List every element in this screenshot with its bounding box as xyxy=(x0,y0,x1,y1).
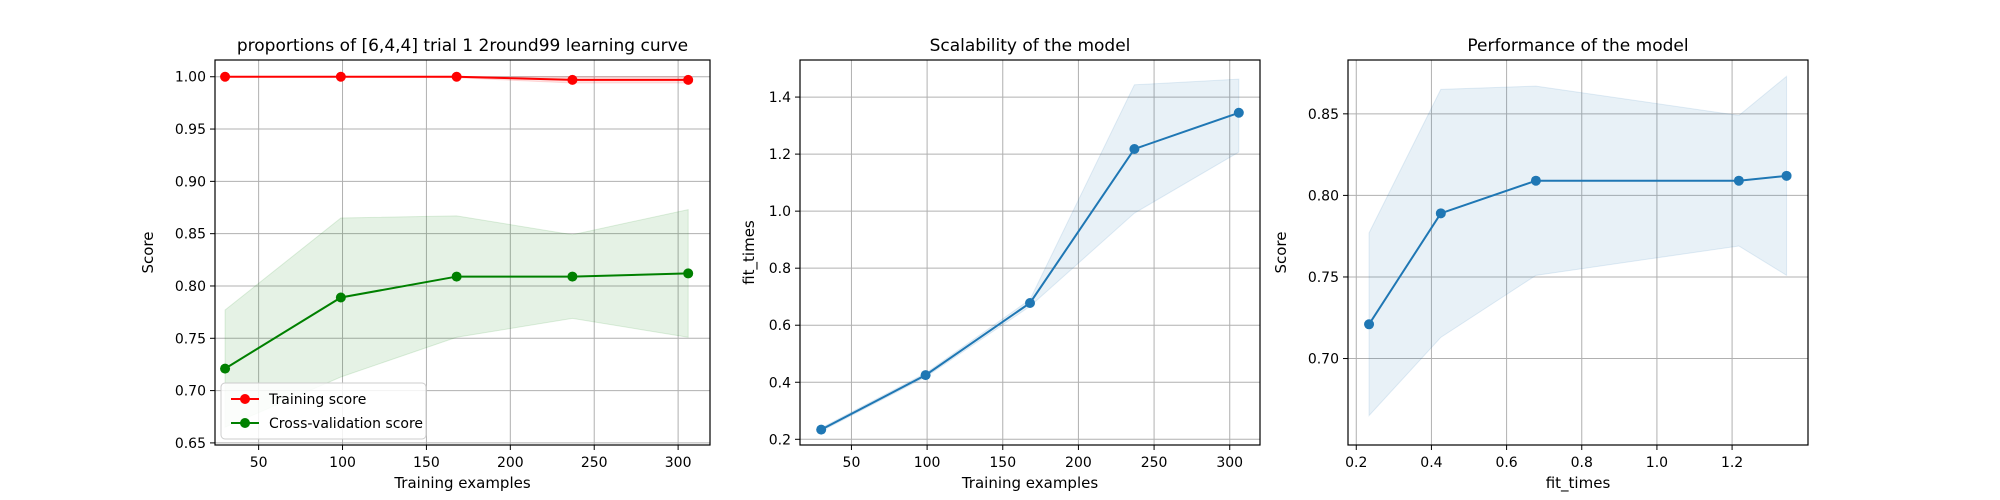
x-tick-label: 50 xyxy=(843,455,861,471)
y-tick-label: 0.85 xyxy=(175,227,206,243)
y-tick-label: 0.4 xyxy=(769,375,791,391)
data-point xyxy=(451,71,462,82)
y-tick-label: 0.75 xyxy=(175,331,206,347)
y-tick-label: 1.00 xyxy=(175,70,206,86)
data-point xyxy=(1733,175,1744,186)
data-point xyxy=(1233,107,1244,118)
legend-entry: Cross-validation score xyxy=(269,416,423,432)
data-point xyxy=(1530,175,1541,186)
data-point xyxy=(816,424,827,435)
y-axis-label: Score xyxy=(139,231,157,273)
y-tick-label: 0.90 xyxy=(175,174,206,190)
x-tick-label: 1.2 xyxy=(1721,455,1743,471)
data-point xyxy=(1025,297,1035,308)
legend-marker xyxy=(240,394,250,404)
std-band-0 xyxy=(820,78,1240,433)
y-tick-label: 1.4 xyxy=(769,90,791,106)
chart-title: Performance of the model xyxy=(1467,36,1688,56)
x-tick-label: 0.2 xyxy=(1345,455,1367,471)
x-tick-label: 250 xyxy=(1141,455,1168,471)
x-tick-label: 250 xyxy=(581,455,608,471)
data-point xyxy=(683,74,694,85)
y-tick-label: 1.2 xyxy=(769,147,791,163)
y-axis-label: fit_times xyxy=(740,220,759,285)
x-axis-label: Training examples xyxy=(961,474,1099,492)
axes-frame xyxy=(214,59,711,446)
data-point xyxy=(335,71,346,82)
x-tick-label: 300 xyxy=(1216,455,1243,471)
y-tick-label: 0.70 xyxy=(175,384,206,400)
y-tick-label: 1.0 xyxy=(769,204,791,220)
scalability-panel: 50 100 150 200 250 300 0.2 0.4 0.6 0.8 1.0 1.2 1.4 Sc… xyxy=(740,36,1261,492)
x-tick-label: 100 xyxy=(329,455,356,471)
data-point xyxy=(335,292,346,303)
y-axis-label: Score xyxy=(1272,231,1290,273)
legend-marker xyxy=(240,418,250,428)
legend-box xyxy=(220,382,427,440)
data-point xyxy=(220,71,231,82)
x-tick-label: 150 xyxy=(413,455,440,471)
learning-curve-panel: 50 100 150 200 250 300 0.65 0.70 0.75 0.80 0.85 0.9… xyxy=(139,36,711,492)
x-axis-label: fit_times xyxy=(1546,474,1611,493)
axes-frame xyxy=(799,59,1261,446)
legend-entry: Training score xyxy=(268,392,366,408)
x-tick-label: 200 xyxy=(497,455,524,471)
x-tick-label: 50 xyxy=(250,455,268,471)
data-point xyxy=(683,268,694,279)
data-point xyxy=(220,363,231,374)
y-tick-label: 0.85 xyxy=(1308,107,1339,123)
y-tick-label: 0.75 xyxy=(1308,270,1339,286)
chart-title: Scalability of the model xyxy=(930,36,1131,56)
data-point xyxy=(451,271,462,282)
chart-title: proportions of [6,4,4] trial 1 2round99 … xyxy=(237,36,688,56)
y-tick-label: 0.80 xyxy=(175,279,206,295)
data-point xyxy=(920,370,931,381)
data-point xyxy=(1364,319,1375,330)
y-tick-label: 0.70 xyxy=(1308,352,1339,368)
x-tick-label: 0.6 xyxy=(1495,455,1517,471)
data-point xyxy=(1129,143,1140,154)
y-tick-label: 0.8 xyxy=(769,261,791,277)
x-tick-label: 150 xyxy=(989,455,1016,471)
x-tick-label: 100 xyxy=(914,455,941,471)
x-tick-label: 300 xyxy=(665,455,692,471)
y-tick-label: 0.2 xyxy=(769,432,791,448)
x-tick-label: 0.8 xyxy=(1571,455,1593,471)
std-band-0 xyxy=(1368,75,1788,417)
x-tick-label: 0.4 xyxy=(1420,455,1442,471)
axes-frame xyxy=(1347,59,1809,446)
data-point xyxy=(1435,208,1446,219)
x-tick-label: 1.0 xyxy=(1646,455,1668,471)
x-tick-label: 200 xyxy=(1065,455,1092,471)
y-tick-label: 0.65 xyxy=(175,436,206,452)
data-point xyxy=(567,271,578,282)
y-tick-label: 0.6 xyxy=(769,318,791,334)
data-point xyxy=(1781,170,1792,181)
data-point xyxy=(567,74,578,85)
y-tick-label: 0.95 xyxy=(175,122,206,138)
x-axis-label: Training examples xyxy=(393,474,531,492)
performance-panel: 0.2 0.4 0.6 0.8 1.0 1.2 0.70 0.75 0.80 0.85 Perfor… xyxy=(1272,36,1809,493)
y-tick-label: 0.80 xyxy=(1308,188,1339,204)
